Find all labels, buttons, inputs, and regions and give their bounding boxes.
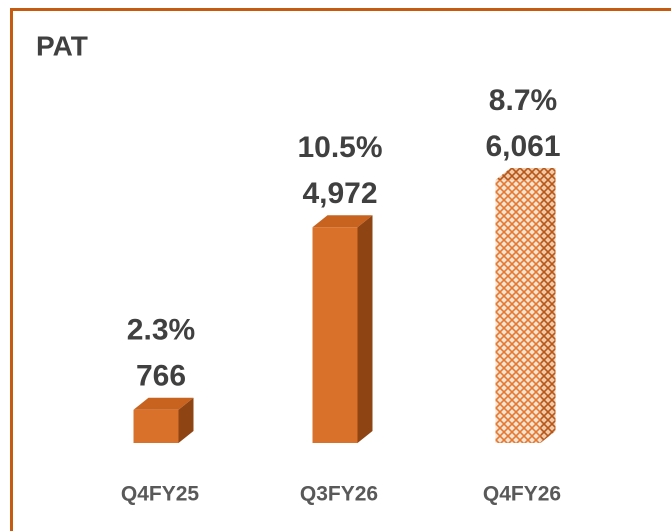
data-label: 6,061	[485, 130, 560, 163]
data-label: 766	[136, 360, 186, 393]
bar	[133, 409, 179, 443]
bar-side	[357, 215, 373, 443]
margin-label: 8.7%	[489, 84, 557, 117]
bar	[495, 180, 541, 443]
x-tick-label: Q4FY25	[121, 483, 200, 506]
data-label: 4,972	[302, 177, 377, 210]
margin-label: 10.5%	[297, 131, 382, 164]
bar-side	[178, 397, 194, 443]
chart-frame	[10, 8, 671, 531]
chart-title: PAT	[36, 30, 88, 61]
bar-top	[133, 397, 194, 410]
x-tick-label: Q4FY26	[483, 483, 561, 506]
bar-side	[540, 168, 556, 443]
x-tick-label: Q3FY26	[300, 483, 378, 506]
bar-top	[495, 168, 556, 180]
bar	[312, 227, 358, 443]
bar-top	[312, 215, 373, 228]
margin-label: 2.3%	[127, 314, 195, 347]
